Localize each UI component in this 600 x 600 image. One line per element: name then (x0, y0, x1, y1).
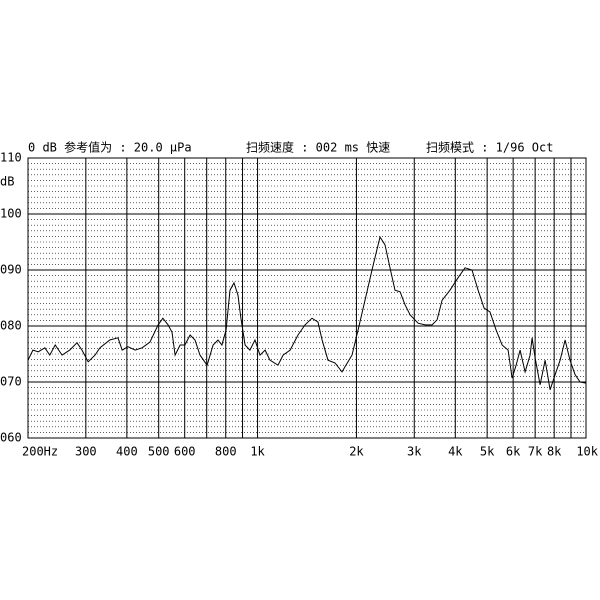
x-tick-label: 5k (480, 445, 495, 459)
x-tick-label: 3k (407, 445, 422, 459)
y-tick-label: 080 (0, 319, 22, 333)
x-tick-label: 4k (448, 445, 463, 459)
x-tick-label: 1k (250, 445, 265, 459)
x-tick-label: 400 (116, 445, 138, 459)
x-tick-label: 10k (576, 445, 598, 459)
header-mode: 扫频模式 : 1/96 Oct (426, 141, 553, 155)
y-tick-label: 110 (0, 151, 22, 165)
y-tick-label: 100 (0, 207, 22, 221)
x-tick-label: 600 (174, 445, 196, 459)
plot-frame (27, 157, 587, 439)
x-tick-label: 2k (349, 445, 364, 459)
response-line (27, 235, 587, 390)
x-tick-label: 500 (148, 445, 170, 459)
y-tick-label: 070 (0, 375, 22, 389)
x-tick-label: 800 (215, 445, 237, 459)
y-tick-label: 060 (0, 431, 22, 445)
x-tick-label: 6k (506, 445, 521, 459)
y-axis-label: dB (0, 175, 14, 189)
x-tick-label: 8k (547, 445, 562, 459)
x-tick-label: 300 (75, 445, 97, 459)
header-ref: 0 dB 参考值为 : 20.0 μPa (28, 140, 192, 155)
x-tick-label: 7k (528, 445, 543, 459)
y-tick-label: 090 (0, 263, 22, 277)
x-tick-label: 200Hz (22, 445, 58, 459)
header-speed: 扫频速度 : 002 ms 快速 (246, 140, 390, 155)
